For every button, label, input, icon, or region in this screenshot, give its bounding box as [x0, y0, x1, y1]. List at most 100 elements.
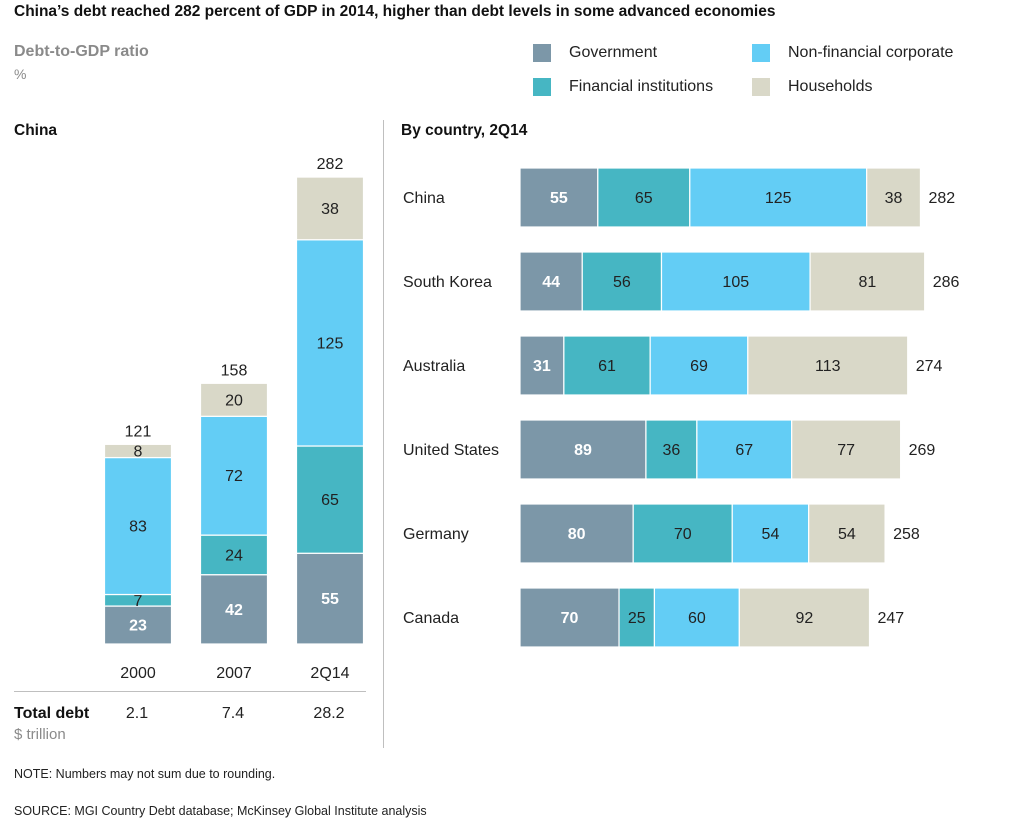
bar-canada-financial-institutions [618, 587, 656, 648]
bar-2000-government [103, 605, 173, 645]
total-label-australia: 274 [916, 358, 943, 375]
data-label-united-states-financial-institutions: 36 [663, 442, 681, 459]
category-label-2q14: 2Q14 [310, 665, 349, 682]
total-debt-unit: $ trillion [14, 726, 66, 743]
data-label-australia-government: 31 [533, 358, 551, 375]
category-label-2000: 2000 [120, 665, 156, 682]
data-label-south-korea-financial-institutions: 56 [613, 274, 631, 291]
legend-label-financial-institutions: Financial institutions [569, 78, 714, 95]
data-label-china-financial-institutions: 65 [635, 190, 653, 207]
total-debt-2000: 2.1 [125, 705, 149, 722]
country-stacked-bar-chart: China 55 65 125 38 282 South Korea 44 56 105 81 286… [403, 167, 960, 648]
legend-swatch-nonfinancial-corporate [752, 44, 770, 62]
bar-south-korea-households [809, 251, 926, 312]
chart-unit: % [14, 66, 27, 82]
data-label-south-korea-non-financial-corporate: 105 [722, 274, 749, 291]
data-label-germany-financial-institutions: 70 [674, 526, 692, 543]
data-label-canada-households: 92 [796, 610, 814, 627]
data-label-south-korea-households: 81 [858, 274, 876, 291]
total-label-2q14: 282 [317, 156, 344, 173]
total-label-2007: 158 [221, 362, 248, 379]
total-debt-label: Total debt [14, 705, 90, 722]
bar-germany-non-financial-corporate [731, 503, 810, 564]
china-section-title: China [14, 122, 58, 139]
category-label-2007: 2007 [216, 665, 252, 682]
legend-label-government: Government [569, 44, 658, 61]
country-label-united-states: United States [403, 442, 499, 459]
total-label-2000: 121 [125, 423, 152, 440]
bar-united-states-non-financial-corporate [696, 419, 793, 480]
legend-label-households: Households [788, 78, 873, 95]
bar-australia-non-financial-corporate [649, 335, 749, 396]
total-label-united-states: 269 [909, 442, 936, 459]
bar-2q14-financial-institutions [295, 445, 365, 554]
data-label-australia-financial-institutions: 61 [598, 358, 616, 375]
data-label-germany-non-financial-corporate: 54 [762, 526, 780, 543]
data-label-2007-government: 42 [225, 602, 243, 619]
data-label-china-government: 55 [550, 190, 568, 207]
legend-item-financial-institutions: Financial institutions [533, 77, 713, 97]
bar-2007-non-financial-corporate [199, 415, 269, 536]
legend-item-nonfinancial-corporate: Non-financial corporate [752, 43, 953, 63]
bar-2000-non-financial-corporate [103, 456, 173, 596]
bar-2q14-households [295, 176, 365, 241]
bar-australia-financial-institutions [563, 335, 651, 396]
total-debt-rule [14, 691, 366, 692]
data-label-2007-financial-institutions: 24 [225, 547, 243, 564]
country-label-south-korea: South Korea [403, 274, 492, 291]
bar-china-non-financial-corporate [689, 167, 868, 228]
bar-south-korea-financial-institutions [581, 251, 663, 312]
data-label-canada-non-financial-corporate: 60 [688, 610, 706, 627]
data-label-china-households: 38 [885, 190, 903, 207]
bar-australia-households [747, 335, 909, 396]
legend-swatch-financial-institutions [533, 78, 551, 96]
bar-china-financial-institutions [597, 167, 691, 228]
bar-2000-households [103, 443, 173, 459]
bar-germany-households [808, 503, 886, 564]
total-label-south-korea: 286 [933, 274, 960, 291]
country-label-australia: Australia [403, 358, 465, 375]
country-label-germany: Germany [403, 526, 469, 543]
data-label-canada-government: 70 [561, 610, 579, 627]
legend-swatch-government [533, 44, 551, 62]
data-label-australia-households: 113 [815, 358, 841, 375]
bar-united-states-financial-institutions [645, 419, 698, 480]
total-debt-2q14: 28.2 [313, 705, 345, 722]
data-label-2q14-households: 38 [321, 201, 339, 218]
data-label-2q14-non-financial-corporate: 125 [317, 335, 344, 352]
chart-note: NOTE: Numbers may not sum due to roundin… [14, 767, 276, 781]
bar-canada-government [519, 587, 620, 648]
bar-south-korea-government [519, 251, 583, 312]
data-label-2000-government: 23 [129, 618, 147, 635]
bar-canada-non-financial-corporate [653, 587, 740, 648]
data-label-2007-non-financial-corporate: 72 [225, 468, 243, 485]
data-label-2000-households: 8 [134, 443, 143, 460]
bar-china-households [866, 167, 922, 228]
bar-canada-households [738, 587, 871, 648]
data-label-germany-government: 80 [568, 526, 586, 543]
bar-united-states-government [519, 419, 647, 480]
chart-source: SOURCE: MGI Country Debt database; McKin… [14, 804, 427, 818]
total-label-germany: 258 [893, 526, 920, 543]
chart-title: China’s debt reached 282 percent of GDP … [14, 3, 776, 20]
data-label-2000-financial-institutions: 7 [134, 593, 143, 610]
data-label-2007-households: 20 [225, 392, 243, 409]
data-label-united-states-households: 77 [837, 442, 855, 459]
bar-2q14-non-financial-corporate [295, 239, 365, 447]
legend-label-nonfinancial-corporate: Non-financial corporate [788, 44, 954, 61]
total-debt-2007: 7.4 [221, 705, 245, 722]
data-label-south-korea-government: 44 [542, 274, 560, 291]
bar-south-korea-non-financial-corporate [660, 251, 811, 312]
bar-2007-households [199, 382, 269, 417]
legend-swatch-households [752, 78, 770, 96]
total-label-canada: 247 [878, 610, 905, 627]
legend-item-government: Government [533, 43, 657, 63]
data-label-germany-households: 54 [838, 526, 856, 543]
total-label-china: 282 [928, 190, 955, 207]
country-section-title: By country, 2Q14 [401, 122, 528, 139]
data-label-australia-non-financial-corporate: 69 [690, 358, 708, 375]
data-label-canada-financial-institutions: 25 [628, 610, 646, 627]
data-label-2q14-government: 55 [321, 591, 339, 608]
data-label-china-non-financial-corporate: 125 [765, 190, 792, 207]
bar-germany-government [519, 503, 634, 564]
